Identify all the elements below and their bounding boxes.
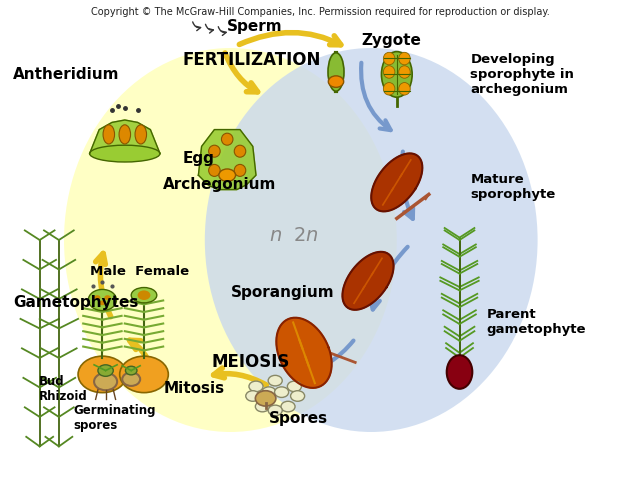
Polygon shape: [342, 252, 394, 310]
Ellipse shape: [399, 66, 410, 78]
Ellipse shape: [399, 83, 410, 95]
Text: Copyright © The McGraw-Hill Companies, Inc. Permission required for reproduction: Copyright © The McGraw-Hill Companies, I…: [91, 7, 549, 17]
Ellipse shape: [64, 48, 397, 432]
Text: $n$: $n$: [269, 226, 282, 245]
Ellipse shape: [209, 164, 220, 176]
Text: Developing
sporophyte in
archegonium: Developing sporophyte in archegonium: [470, 53, 574, 96]
Ellipse shape: [205, 48, 538, 432]
Polygon shape: [198, 130, 256, 190]
Circle shape: [268, 405, 282, 416]
Circle shape: [275, 387, 289, 397]
Ellipse shape: [221, 133, 233, 145]
Ellipse shape: [383, 52, 395, 65]
Circle shape: [328, 76, 344, 87]
Circle shape: [125, 366, 137, 375]
Ellipse shape: [209, 145, 220, 157]
Ellipse shape: [103, 125, 115, 144]
Polygon shape: [90, 120, 160, 154]
Text: Egg: Egg: [182, 151, 214, 166]
Ellipse shape: [328, 53, 344, 91]
Ellipse shape: [234, 164, 246, 176]
Polygon shape: [276, 318, 332, 388]
Circle shape: [255, 391, 276, 406]
Ellipse shape: [383, 83, 395, 95]
Text: Gametophytes: Gametophytes: [13, 295, 138, 310]
Ellipse shape: [135, 125, 147, 144]
Circle shape: [88, 289, 116, 311]
Text: Parent
gametophyte: Parent gametophyte: [486, 308, 586, 336]
Circle shape: [98, 365, 113, 376]
Text: Antheridium: Antheridium: [13, 67, 119, 82]
Circle shape: [120, 356, 168, 393]
Circle shape: [246, 391, 260, 401]
Circle shape: [138, 290, 150, 300]
Text: Sporangium: Sporangium: [230, 285, 334, 300]
Text: Male  Female: Male Female: [90, 264, 189, 278]
Text: Archegonium: Archegonium: [163, 177, 276, 192]
Text: Mature
sporophyte: Mature sporophyte: [470, 173, 556, 201]
Text: Bud
Rhizoid: Bud Rhizoid: [38, 375, 87, 403]
Text: Spores: Spores: [269, 411, 328, 426]
Text: $2n$: $2n$: [293, 226, 319, 245]
Ellipse shape: [90, 145, 160, 162]
Circle shape: [104, 295, 111, 300]
Text: Sperm: Sperm: [227, 19, 283, 34]
Circle shape: [281, 401, 295, 412]
Text: MEIOSIS: MEIOSIS: [211, 353, 289, 372]
Ellipse shape: [131, 288, 157, 303]
Text: FERTILIZATION: FERTILIZATION: [182, 51, 321, 69]
Circle shape: [268, 375, 282, 386]
Circle shape: [94, 373, 117, 390]
Circle shape: [99, 300, 106, 305]
Circle shape: [219, 169, 236, 181]
Text: Mitosis: Mitosis: [163, 381, 225, 396]
Text: Germinating
spores: Germinating spores: [74, 404, 156, 432]
Ellipse shape: [381, 51, 412, 97]
Circle shape: [255, 401, 269, 412]
Ellipse shape: [234, 145, 246, 157]
Circle shape: [122, 372, 140, 386]
Polygon shape: [371, 154, 422, 211]
Circle shape: [94, 295, 100, 300]
Ellipse shape: [383, 66, 395, 78]
Ellipse shape: [399, 52, 410, 65]
Circle shape: [249, 381, 263, 392]
Text: Zygote: Zygote: [362, 33, 422, 48]
Circle shape: [78, 356, 127, 393]
Ellipse shape: [447, 355, 472, 389]
Circle shape: [262, 387, 276, 397]
Ellipse shape: [119, 125, 131, 144]
Circle shape: [287, 381, 301, 392]
Circle shape: [291, 391, 305, 401]
